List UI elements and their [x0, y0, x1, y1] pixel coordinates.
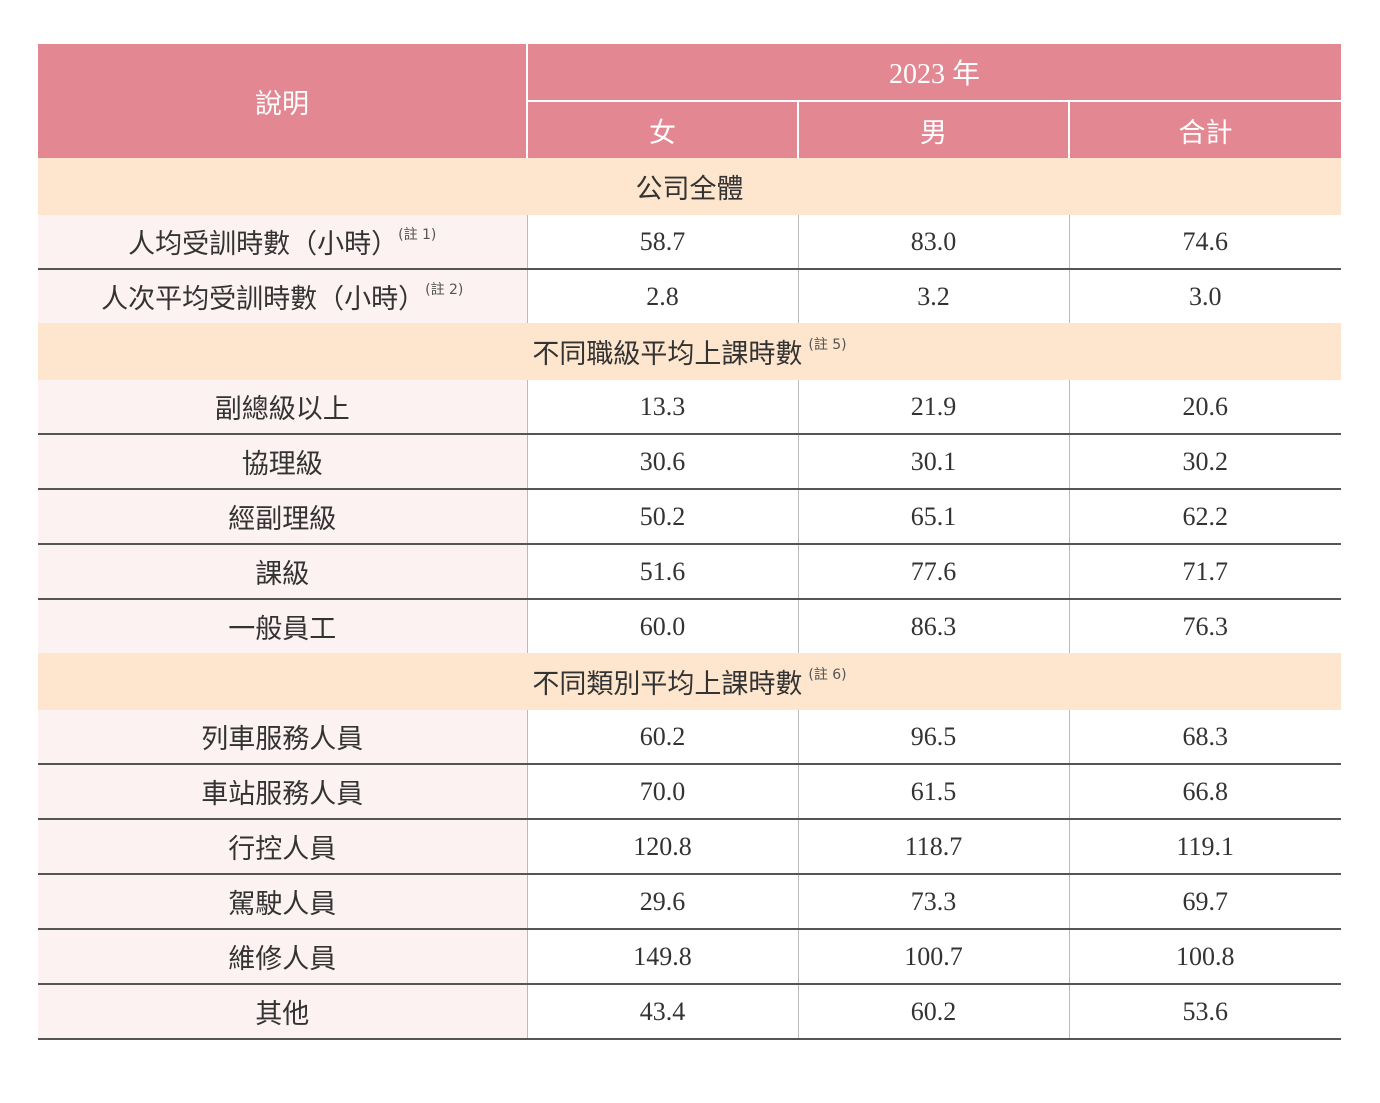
header-year: 2023 年	[527, 44, 1341, 102]
row-label-cell: 一般員工	[38, 599, 528, 653]
row-label: 協理級	[241, 449, 323, 480]
value-male: 65.1	[797, 489, 1069, 545]
row-label: 行控人員	[228, 834, 337, 865]
row-label: 人均受訓時數（小時）	[128, 229, 399, 260]
header-col-female: 女	[527, 101, 798, 158]
table-header: 說明 2023 年 女 男 合計	[38, 44, 1341, 158]
value-female: 13.3	[527, 380, 798, 435]
value-total: 100.8	[1068, 929, 1341, 985]
value-male: 86.3	[797, 599, 1069, 653]
value-total: 119.1	[1068, 819, 1341, 875]
value-male: 77.6	[797, 544, 1069, 600]
value-male: 96.5	[797, 710, 1069, 765]
value-female: 29.6	[527, 874, 798, 930]
row-footnote: (註 2)	[425, 282, 464, 298]
table-row: 駕駛人員 29.6 73.3 69.7	[38, 874, 1341, 930]
table-row: 行控人員 120.8 118.7 119.1	[38, 819, 1341, 875]
row-label: 列車服務人員	[201, 724, 364, 755]
table-row: 人均受訓時數（小時）(註 1) 58.7 83.0 74.6	[38, 215, 1341, 270]
section-title-cell: 公司全體	[38, 158, 1341, 215]
table-row: 一般員工 60.0 86.3 76.3	[38, 599, 1341, 653]
value-female: 70.0	[527, 764, 798, 820]
row-label-cell: 副總級以上	[38, 380, 528, 435]
value-total: 71.7	[1068, 544, 1341, 600]
value-total: 76.3	[1068, 599, 1341, 653]
section-row: 公司全體	[38, 158, 1341, 215]
row-label-cell: 人均受訓時數（小時）(註 1)	[38, 215, 528, 270]
section-title-cell: 不同類別平均上課時數 (註 6)	[38, 653, 1341, 710]
row-label: 維修人員	[228, 944, 337, 975]
row-label: 經副理級	[228, 504, 337, 535]
section-title: 不同職級平均上課時數	[532, 339, 803, 370]
section-footnote: (註 6)	[808, 667, 847, 683]
table-body: 公司全體 人均受訓時數（小時）(註 1) 58.7 83.0 74.6 人次平均受訓時數（…	[38, 158, 1341, 1040]
table-row: 人次平均受訓時數（小時）(註 2) 2.8 3.2 3.0	[38, 269, 1341, 323]
table-row: 車站服務人員 70.0 61.5 66.8	[38, 764, 1341, 820]
section-title: 公司全體	[635, 174, 744, 205]
value-male: 61.5	[797, 764, 1069, 820]
value-male: 100.7	[797, 929, 1069, 985]
row-label-cell: 列車服務人員	[38, 710, 528, 765]
value-female: 50.2	[527, 489, 798, 545]
value-total: 69.7	[1068, 874, 1341, 930]
table-row: 協理級 30.6 30.1 30.2	[38, 434, 1341, 490]
row-label: 副總級以上	[214, 394, 350, 425]
value-male: 30.1	[797, 434, 1069, 490]
row-label-cell: 行控人員	[38, 819, 528, 875]
value-female: 58.7	[527, 215, 798, 270]
table-row: 經副理級 50.2 65.1 62.2	[38, 489, 1341, 545]
value-total: 3.0	[1068, 269, 1341, 323]
row-label: 駕駛人員	[228, 889, 337, 920]
header-col-male: 男	[797, 101, 1069, 158]
value-female: 2.8	[527, 269, 798, 323]
value-female: 120.8	[527, 819, 798, 875]
value-male: 83.0	[797, 215, 1069, 270]
section-title-cell: 不同職級平均上課時數 (註 5)	[38, 323, 1341, 380]
row-label: 車站服務人員	[201, 779, 364, 810]
value-male: 3.2	[797, 269, 1069, 323]
value-total: 66.8	[1068, 764, 1341, 820]
section-footnote: (註 5)	[808, 337, 847, 353]
row-label-cell: 車站服務人員	[38, 764, 528, 820]
row-label-cell: 人次平均受訓時數（小時）(註 2)	[38, 269, 528, 323]
row-footnote: (註 1)	[398, 227, 437, 243]
row-label: 人次平均受訓時數（小時）	[101, 284, 426, 315]
row-label-cell: 維修人員	[38, 929, 528, 985]
section-row: 不同類別平均上課時數 (註 6)	[38, 653, 1341, 710]
row-label-cell: 協理級	[38, 434, 528, 490]
table-row: 其他 43.4 60.2 53.6	[38, 984, 1341, 1040]
value-total: 68.3	[1068, 710, 1341, 765]
row-label-cell: 經副理級	[38, 489, 528, 545]
table-row: 副總級以上 13.3 21.9 20.6	[38, 380, 1341, 435]
row-label: 一般員工	[228, 614, 337, 645]
section-title: 不同類別平均上課時數	[532, 669, 803, 700]
row-label-cell: 駕駛人員	[38, 874, 528, 930]
training-hours-table: 說明 2023 年 女 男 合計 公司全體 人均受訓時數（小時）(註 1) 58.7…	[38, 44, 1341, 1040]
value-male: 118.7	[797, 819, 1069, 875]
row-label: 課級	[255, 559, 310, 590]
section-row: 不同職級平均上課時數 (註 5)	[38, 323, 1341, 380]
value-female: 51.6	[527, 544, 798, 600]
value-total: 53.6	[1068, 984, 1341, 1040]
value-female: 43.4	[527, 984, 798, 1040]
value-total: 20.6	[1068, 380, 1341, 435]
value-total: 30.2	[1068, 434, 1341, 490]
value-total: 62.2	[1068, 489, 1341, 545]
table-row: 課級 51.6 77.6 71.7	[38, 544, 1341, 600]
value-female: 30.6	[527, 434, 798, 490]
table-row: 維修人員 149.8 100.7 100.8	[38, 929, 1341, 985]
header-label: 說明	[38, 44, 528, 158]
table-row: 列車服務人員 60.2 96.5 68.3	[38, 710, 1341, 765]
value-female: 149.8	[527, 929, 798, 985]
value-male: 21.9	[797, 380, 1069, 435]
value-total: 74.6	[1068, 215, 1341, 270]
row-label-cell: 課級	[38, 544, 528, 600]
value-female: 60.2	[527, 710, 798, 765]
value-male: 73.3	[797, 874, 1069, 930]
row-label: 其他	[255, 999, 310, 1030]
value-female: 60.0	[527, 599, 798, 653]
header-col-total: 合計	[1068, 101, 1341, 158]
value-male: 60.2	[797, 984, 1069, 1040]
row-label-cell: 其他	[38, 984, 528, 1040]
